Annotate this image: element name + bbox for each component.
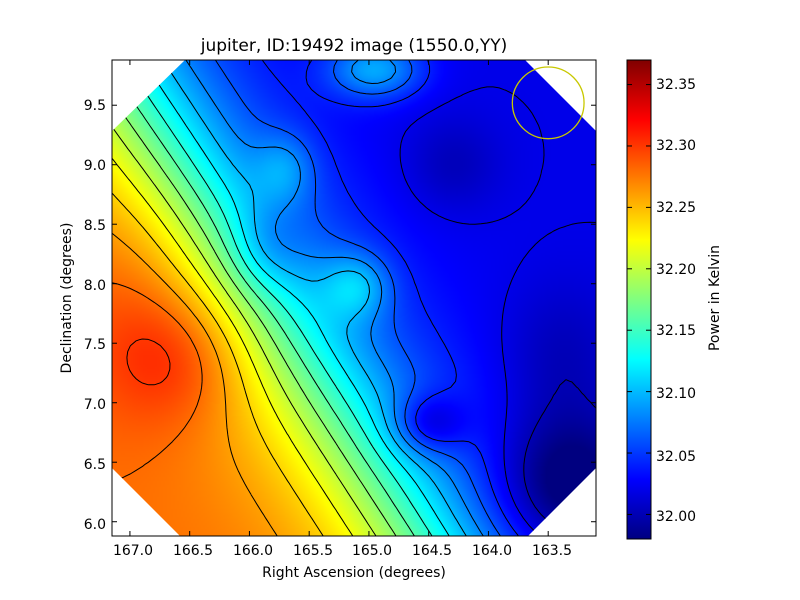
x-tick-label: 165.5 — [293, 543, 333, 559]
y-tick-label: 8.5 — [84, 218, 106, 234]
y-tick-label: 6.0 — [84, 517, 106, 533]
heatmap-image — [112, 60, 596, 536]
y-tick-labels: 6.0 6.5 7.0 7.5 8.0 8.5 9.0 9.5 — [84, 98, 106, 533]
colorbar-tick-label: 32.00 — [656, 509, 696, 525]
x-tick-label: 166.5 — [173, 543, 213, 559]
beam-circle — [511, 66, 585, 140]
contour-lines — [112, 60, 596, 536]
colorbar-label: Power in Kelvin — [707, 245, 723, 351]
axis-ticks — [112, 60, 596, 536]
y-tick-label: 8.0 — [84, 278, 106, 294]
colorbar-tick-label: 32.05 — [656, 449, 696, 465]
colorbar-tick-label: 32.10 — [656, 386, 696, 402]
y-tick-label: 9.0 — [84, 158, 106, 174]
x-tick-label: 163.5 — [532, 543, 572, 559]
plot-frame — [111, 59, 597, 537]
y-axis-label: Declination (degrees) — [59, 223, 75, 374]
y-tick-label: 6.5 — [84, 457, 106, 473]
x-tick-label: 167.0 — [113, 543, 153, 559]
y-tick-label: 7.5 — [84, 337, 106, 353]
contour-path — [112, 60, 596, 536]
colorbar-tick-label: 32.25 — [656, 200, 696, 216]
colorbar-tick-label: 32.15 — [656, 323, 696, 339]
colorbar-tick-label: 32.30 — [656, 138, 696, 154]
colorbar-ticks — [627, 84, 651, 515]
colorbar-tick-label: 32.35 — [656, 77, 696, 93]
x-axis-label: Right Ascension (degrees) — [262, 565, 446, 581]
chart-title: jupiter, ID:19492 image (1550.0,YY) — [200, 36, 508, 56]
y-tick-label: 7.0 — [84, 397, 106, 413]
colorbar-tick-labels: 32.00 32.05 32.10 32.15 32.20 32.25 32.3… — [656, 77, 696, 525]
x-tick-label: 165.0 — [352, 543, 392, 559]
x-tick-labels: 167.0 166.5 166.0 165.5 165.0 164.5 164.… — [113, 543, 572, 559]
colorbar — [626, 59, 652, 540]
y-tick-label: 9.5 — [84, 98, 106, 114]
x-tick-label: 164.0 — [472, 543, 512, 559]
x-tick-label: 166.0 — [233, 543, 273, 559]
x-tick-label: 164.5 — [412, 543, 452, 559]
colorbar-tick-label: 32.20 — [656, 262, 696, 278]
